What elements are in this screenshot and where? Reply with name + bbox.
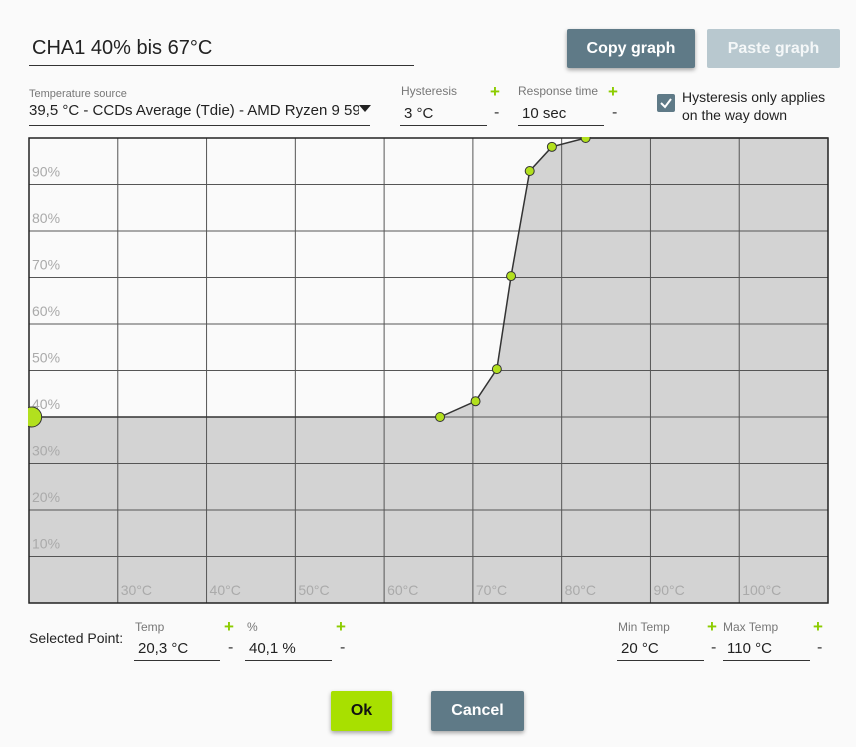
selected-label: Selected Point: [29, 630, 124, 646]
field-label: Max Temp [723, 620, 779, 634]
field-label: Temp [135, 620, 165, 634]
x-tick-label: 60°C [387, 582, 418, 598]
source-select[interactable]: 39,5 °C - CCDs Average (Tdie) - AMD Ryze… [29, 102, 359, 119]
paste-button[interactable]: Paste graph [707, 29, 840, 68]
plot-frame [28, 137, 829, 604]
y-tick-label: 40% [32, 396, 60, 412]
max-temp-input[interactable]: 110 °C [727, 640, 772, 657]
underline [29, 65, 414, 66]
check-mark [660, 98, 672, 109]
x-tick-label: 40°C [210, 582, 241, 598]
decrement[interactable]: - [817, 639, 823, 656]
y-tick-label: 30% [32, 443, 60, 459]
y-tick-label: 90% [32, 164, 60, 180]
decrement[interactable]: - [494, 104, 500, 121]
x-tick-label: 70°C [476, 582, 507, 598]
field-label: Hysteresis [401, 84, 458, 98]
curve-point[interactable] [470, 396, 481, 407]
cancel-button[interactable]: Cancel [431, 691, 524, 731]
underline [400, 125, 487, 126]
dropdown-arrow[interactable] [359, 105, 371, 113]
decrement[interactable]: - [228, 639, 234, 656]
underline [29, 125, 370, 126]
increment[interactable]: + [336, 617, 346, 636]
x-tick-label: 90°C [653, 582, 684, 598]
x-tick-label: 100°C [742, 582, 781, 598]
curve-point[interactable] [506, 271, 517, 282]
increment[interactable]: + [707, 617, 717, 636]
copy-button[interactable]: Copy graph [567, 29, 695, 68]
min-temp-input[interactable]: 20 °C [621, 640, 659, 657]
underline [245, 660, 332, 661]
percent-input[interactable]: 40,1 % [249, 640, 296, 657]
increment[interactable]: + [813, 617, 823, 636]
curve-point[interactable] [580, 137, 591, 143]
curve-line [29, 137, 828, 418]
y-tick-label: 50% [32, 350, 60, 366]
decrement[interactable]: - [340, 639, 346, 656]
underline [617, 660, 704, 661]
curve-area [29, 138, 828, 603]
curve-point[interactable] [28, 406, 43, 428]
field-label: Min Temp [618, 620, 670, 634]
field-label: Response time [518, 84, 599, 98]
response-input[interactable]: 10 sec [522, 105, 567, 122]
increment[interactable]: + [490, 82, 500, 101]
underline [134, 660, 220, 661]
chart: 30°C 40°C 50°C 60°C 70°C 80°C 90°C 100°C 10% 20% 3… [28, 137, 829, 604]
curve-point[interactable] [546, 141, 557, 152]
title-field[interactable]: CHA1 40% bis 67°C [32, 37, 213, 59]
increment[interactable]: + [608, 82, 618, 101]
underline [518, 125, 604, 126]
ok-button[interactable]: Ok [331, 691, 392, 731]
decrement[interactable]: - [711, 639, 717, 656]
checkbox-label: Hysteresis only applies on the way down [682, 89, 826, 123]
x-tick-label: 50°C [298, 582, 329, 598]
underline [723, 660, 810, 661]
y-tick-label: 20% [32, 489, 60, 505]
y-tick-label: 10% [32, 536, 60, 552]
x-tick-label: 80°C [565, 582, 596, 598]
increment[interactable]: + [224, 617, 234, 636]
curve-point[interactable] [524, 166, 535, 177]
field-label: Temperature source [29, 88, 127, 100]
field-label: % [247, 620, 258, 634]
y-tick-label: 70% [32, 257, 60, 273]
temp-input[interactable]: 20,3 °C [138, 640, 189, 657]
y-tick-label: 80% [32, 210, 60, 226]
checkbox[interactable] [657, 94, 675, 112]
curve-point[interactable] [491, 364, 502, 375]
hysteresis-input[interactable]: 3 °C [404, 105, 434, 122]
decrement[interactable]: - [612, 104, 618, 121]
curve-point[interactable] [435, 412, 446, 422]
y-tick-label: 60% [32, 303, 60, 319]
x-tick-label: 30°C [121, 582, 152, 598]
